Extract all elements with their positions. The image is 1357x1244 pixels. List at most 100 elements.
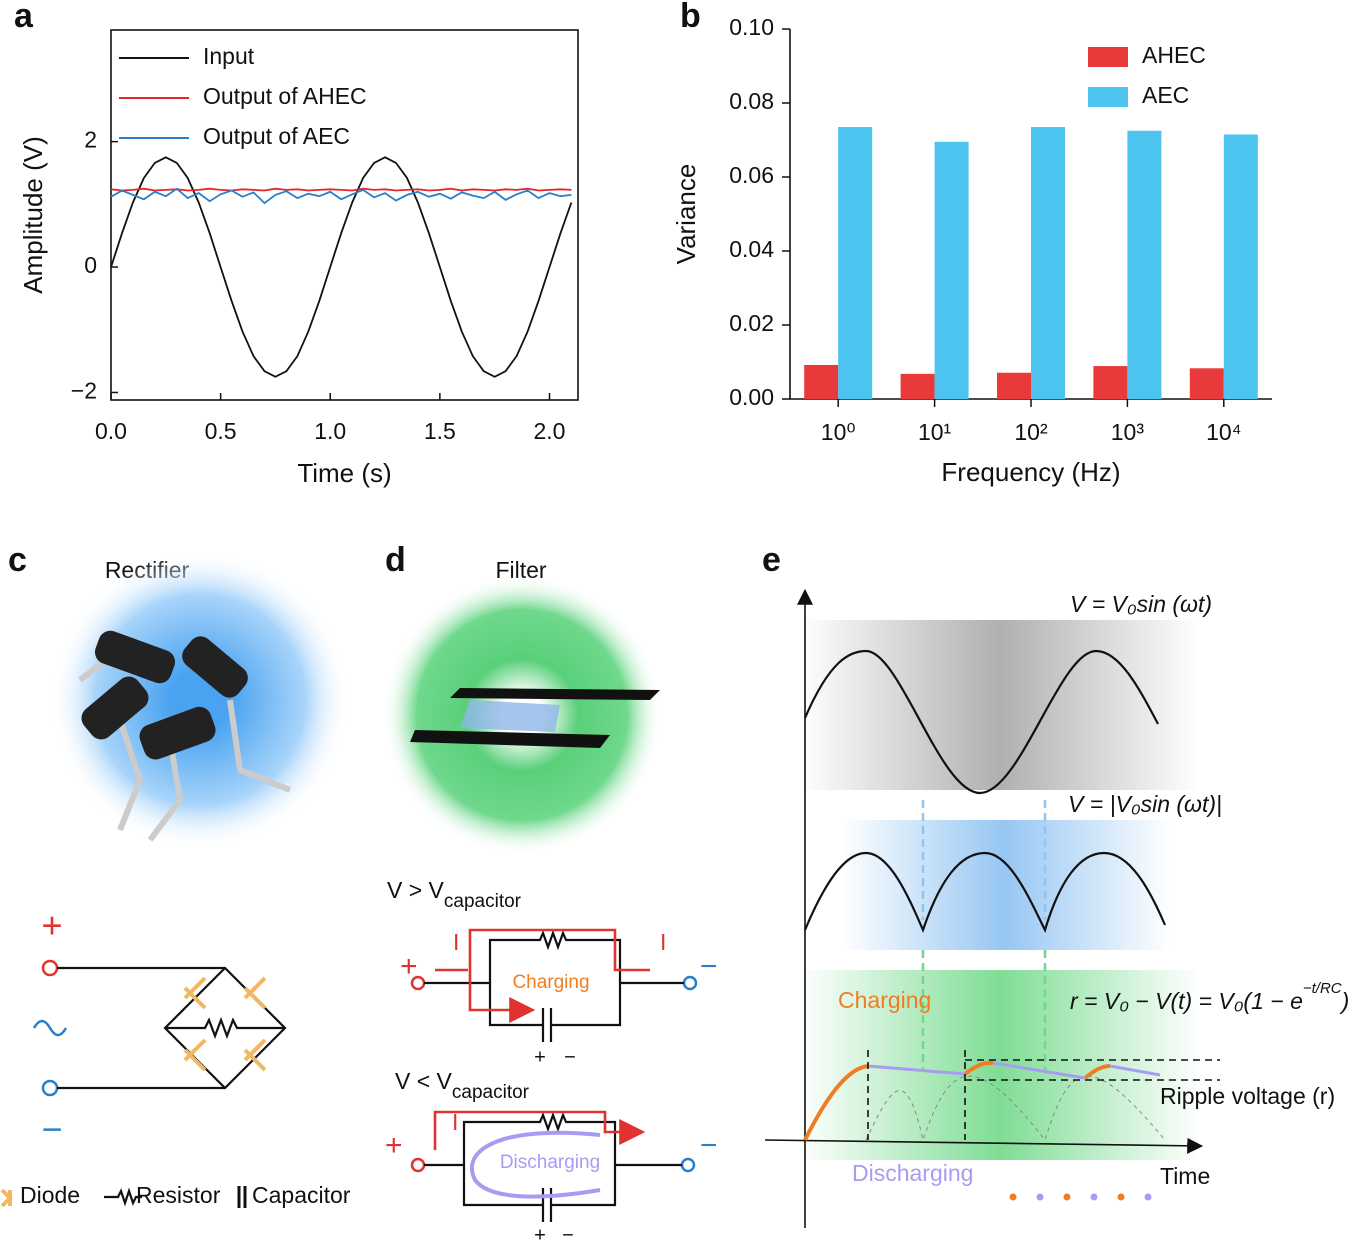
diagram-shape [800, 620, 1200, 790]
diagram-shape [227, 699, 292, 793]
minus: − [700, 1129, 718, 1162]
legend-label: Output of AHEC [203, 83, 367, 109]
ripple-label: Ripple voltage (r) [1160, 1083, 1335, 1109]
legend-swatch [1088, 87, 1128, 107]
condition: V > Vcapacitor [387, 877, 522, 912]
bar [997, 372, 1031, 399]
diagram-shape [139, 706, 216, 760]
diagram-shape [1009, 1193, 1152, 1201]
bar [934, 141, 969, 399]
current: I [453, 929, 459, 955]
diagram-shape [1117, 1193, 1125, 1201]
diagram-shape [0, 1188, 13, 1208]
minus: − [700, 950, 718, 983]
diagram-shape [469, 1130, 601, 1199]
diagram-shape [803, 649, 1159, 795]
panel-label: a [14, 0, 34, 35]
diagram-shape [410, 975, 426, 991]
plot-frame [110, 29, 579, 401]
diagram-shape [840, 820, 1170, 950]
data-line [110, 187, 572, 205]
diagram-shape [410, 730, 610, 748]
diagram-shape [1009, 1193, 1017, 1201]
plus: + [400, 950, 418, 983]
diagram-shape [433, 1110, 646, 1150]
ripple-panel: e V = V₀sin (ωt) V = |V₀sin (ωt)| r = V₀… [762, 541, 1349, 1228]
equation: ) [1339, 988, 1350, 1014]
diagram-shape [424, 929, 684, 1042]
x-tick-label: 1.0 [314, 418, 346, 444]
diagram-shape [50, 550, 350, 850]
state: Discharging [500, 1152, 600, 1173]
diagram-shape [410, 1157, 426, 1173]
diagram-shape [921, 950, 1047, 1070]
panel-label: e [762, 541, 781, 579]
cap-plus: + [534, 1224, 546, 1244]
x-tick-label: 1.5 [424, 418, 456, 444]
y-tick-label: −2 [71, 378, 97, 404]
diagram-shape [0, 976, 267, 1208]
bar [1031, 127, 1065, 400]
diagram-shape [237, 1186, 247, 1208]
equation: V = |V₀sin (ωt)| [1068, 791, 1222, 817]
y-tick-label: 0 [84, 252, 97, 278]
plus: + [385, 1129, 403, 1162]
bar [804, 364, 839, 399]
legend-label: Output of AEC [203, 123, 350, 149]
cap-plus: + [534, 1046, 546, 1068]
equation-exponent: −t/RC [1303, 980, 1342, 997]
equation: V = V₀sin (ωt) [1070, 591, 1212, 617]
panel-label: b [680, 0, 701, 35]
diagram-shape [1063, 1193, 1071, 1201]
charging-label: Charging [838, 987, 931, 1013]
legend-swatch [1088, 47, 1128, 67]
diagram-shape [435, 928, 650, 1010]
y-tick-label: 0.10 [729, 14, 774, 40]
y-axis-label: Amplitude (V) [18, 136, 48, 294]
diagram-shape [57, 966, 287, 1090]
x-tick-label: 0.5 [205, 418, 237, 444]
diagram-shape [41, 1079, 59, 1097]
y-tick-label: 0.00 [729, 384, 774, 410]
diagram-shape [803, 851, 1167, 934]
diagram-shape [682, 975, 698, 991]
diagram-shape [243, 976, 267, 1010]
panel-label: d [385, 541, 406, 579]
condition: V < Vcapacitor [395, 1068, 530, 1103]
diagram-shape [104, 1187, 142, 1207]
x-axis-label: Time (s) [297, 458, 391, 488]
x-tick-label: 10³ [1111, 419, 1145, 445]
diagram-shape [1036, 1193, 1044, 1201]
current: I [452, 1109, 458, 1135]
condition: V > V [387, 877, 445, 903]
panel-label: c [8, 541, 27, 579]
equation: r = V₀ − V(t) = V₀(1 − e [1070, 988, 1303, 1014]
x-tick-label: 2.0 [534, 418, 566, 444]
discharging-label: Discharging [852, 1160, 973, 1186]
plus: + [41, 905, 62, 946]
data-line [110, 156, 573, 378]
y-tick-label: 2 [84, 127, 97, 153]
condition: V < V [395, 1068, 453, 1094]
x-tick-label: 10⁴ [1206, 419, 1241, 445]
diagram-shape [424, 1111, 682, 1222]
diagram-shape [680, 1157, 696, 1173]
legend-label: AEC [1142, 82, 1189, 108]
diagram-shape [183, 976, 207, 1010]
diagram-shape [182, 636, 248, 698]
data-line [110, 187, 572, 192]
y-tick-label: 0.04 [729, 236, 774, 262]
bar [1189, 368, 1224, 399]
diagram-shape [1144, 1193, 1152, 1201]
diagram-shape [803, 1060, 1111, 1141]
diagram-shape [460, 700, 560, 732]
diagram-shape [921, 800, 1047, 920]
minus: − [41, 1109, 62, 1150]
bar [1223, 134, 1258, 399]
y-tick-label: 0.02 [729, 310, 774, 336]
time-label: Time [1160, 1163, 1210, 1189]
current: I [660, 929, 666, 955]
filter-panel: d Filter V > Vcapacitor + − I I Charging… [382, 541, 718, 1244]
bar [838, 127, 873, 400]
